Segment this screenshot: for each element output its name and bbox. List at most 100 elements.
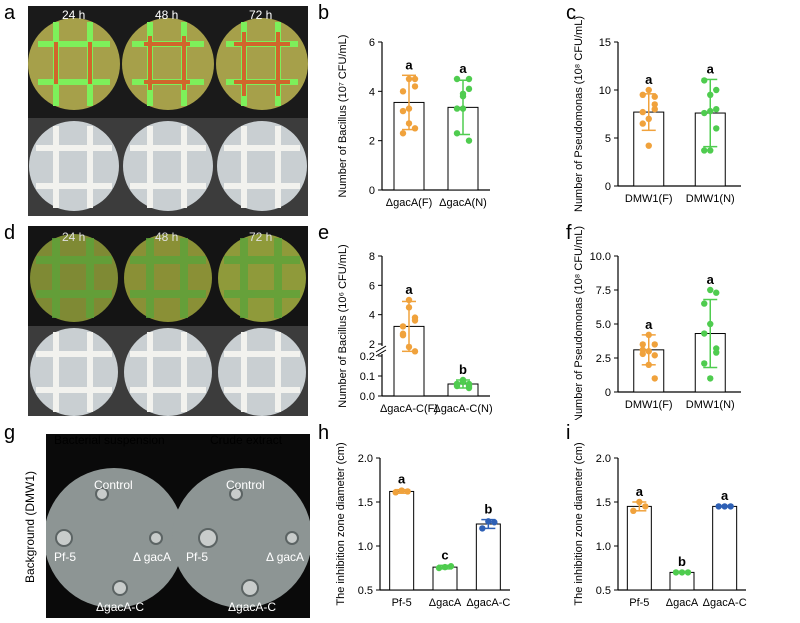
data-point bbox=[701, 77, 708, 84]
y-tick-label: 0.5 bbox=[358, 585, 373, 597]
data-point bbox=[701, 360, 708, 367]
y-tick-label: 0.1 bbox=[360, 371, 375, 383]
significance-label: b bbox=[459, 362, 467, 377]
panel-label-g: g bbox=[4, 422, 16, 444]
data-point bbox=[399, 323, 407, 330]
data-point bbox=[645, 86, 652, 94]
y-tick-label: 2.0 bbox=[358, 453, 373, 465]
y-tick-label: 10 bbox=[599, 85, 611, 97]
panel-label-a: a bbox=[4, 2, 16, 24]
x-tick-label: DMW1(F) bbox=[625, 193, 673, 205]
time-label-72h-d: 72 h bbox=[249, 230, 273, 244]
panel-label-c: c bbox=[566, 2, 576, 24]
y-tick-label: 6 bbox=[369, 280, 375, 292]
data-point bbox=[639, 120, 646, 127]
data-point bbox=[411, 317, 419, 324]
y-axis-label: The inhibition zone diameter (cm) bbox=[573, 442, 585, 605]
plate-photo-d bbox=[28, 226, 308, 416]
chart-f: 0 2.5 5.0 7.5 10.0 Number of Pseudomonas (10⁸… bbox=[573, 226, 741, 420]
significance-label: a bbox=[645, 72, 653, 87]
data-point bbox=[411, 75, 419, 83]
axis-break-mark bbox=[375, 345, 387, 353]
x-tick-label: ΔgacA(F) bbox=[386, 197, 432, 209]
data-point bbox=[465, 85, 473, 93]
bar bbox=[712, 505, 738, 591]
y-tick-label: 1.0 bbox=[596, 541, 611, 553]
data-point bbox=[645, 142, 652, 149]
data-point bbox=[651, 101, 658, 108]
y-tick-label: 8 bbox=[369, 251, 375, 263]
data-point bbox=[651, 106, 658, 113]
data-point bbox=[639, 341, 646, 348]
data-point bbox=[651, 375, 658, 382]
x-tick-label: ΔgacA-C(F) bbox=[380, 403, 438, 415]
x-tick-label: DMW1(F) bbox=[625, 399, 673, 411]
significance-label: c bbox=[441, 547, 448, 562]
chart-i: 0.5 1.0 1.5 2.0 The inhibition zone diameter… bbox=[573, 442, 747, 609]
significance-label: a bbox=[707, 61, 715, 76]
data-point bbox=[491, 519, 498, 526]
y-tick-label: 2.5 bbox=[596, 353, 611, 365]
y-axis-label: The inhibition zone diameter (cm) bbox=[335, 442, 347, 605]
data-point bbox=[713, 106, 720, 113]
chart-b: 0 2 4 6 Number of Bacillus (10⁷ CFU/mL) a Δgac… bbox=[337, 35, 490, 209]
data-point bbox=[399, 107, 407, 115]
chart-c: 0 5 10 15 Number of Pseudomonas (10⁸ CFU/mL)… bbox=[573, 16, 741, 212]
panel-label-d: d bbox=[4, 222, 16, 244]
data-point bbox=[701, 330, 708, 337]
panel-label-e: e bbox=[318, 222, 330, 244]
significance-label: a bbox=[405, 282, 413, 297]
data-point bbox=[453, 130, 461, 137]
significance-label: a bbox=[459, 61, 467, 76]
y-tick-label: 10.0 bbox=[590, 251, 611, 263]
g-control-left: Control bbox=[94, 478, 133, 492]
panel-label-f: f bbox=[566, 222, 572, 244]
y-tick-label: 7.5 bbox=[596, 285, 611, 297]
g-control-right: Control bbox=[226, 478, 265, 492]
chart-h: 0.5 1.0 1.5 2.0 The inhibition zone diameter… bbox=[335, 442, 510, 609]
panel-label-i: i bbox=[566, 422, 571, 444]
significance-label: a bbox=[707, 272, 715, 287]
data-point bbox=[651, 93, 658, 100]
fluorescent-plates-row-a bbox=[28, 18, 308, 110]
axis-break-mark bbox=[375, 349, 387, 357]
white-light-plates-row-d bbox=[30, 328, 306, 416]
data-point bbox=[701, 147, 708, 154]
data-point bbox=[411, 83, 419, 90]
time-label-24h-d: 24 h bbox=[62, 230, 86, 244]
plate-photo-g-drawing bbox=[46, 468, 310, 608]
bar bbox=[432, 566, 458, 591]
g-gacAC-right: ΔgacA-C bbox=[228, 600, 277, 614]
y-axis-label: Number of Pseudomonas (10⁸ CFU/mL) bbox=[573, 226, 585, 420]
panel-label-b: b bbox=[318, 2, 330, 24]
data-point bbox=[701, 300, 708, 307]
x-tick-label: ΔgacA-C bbox=[466, 597, 510, 609]
x-tick-label: ΔgacA bbox=[666, 597, 699, 609]
y-tick-label: 0 bbox=[605, 181, 611, 193]
y-tick-label: 4 bbox=[369, 310, 375, 322]
y-tick-label: 0.2 bbox=[360, 351, 375, 363]
data-point bbox=[701, 109, 708, 117]
data-point bbox=[465, 137, 473, 144]
y-tick-label: 1.5 bbox=[596, 497, 611, 509]
significance-label: a bbox=[721, 488, 729, 503]
plate-photo-a bbox=[28, 6, 308, 216]
data-point bbox=[642, 503, 649, 510]
significance-label: a bbox=[398, 472, 406, 487]
y-tick-label: 0.0 bbox=[360, 391, 375, 403]
data-point bbox=[639, 350, 646, 358]
x-tick-label: ΔgacA-C bbox=[703, 597, 747, 609]
x-tick-label: ΔgacA-C(N) bbox=[433, 403, 492, 415]
data-point bbox=[639, 91, 646, 99]
data-point bbox=[639, 108, 646, 116]
data-point bbox=[399, 88, 407, 95]
g-left-title: Bacterial suspension bbox=[54, 433, 165, 447]
panel-label-h: h bbox=[318, 422, 330, 444]
data-point bbox=[707, 147, 714, 154]
g-pf5-left: Pf-5 bbox=[54, 550, 77, 564]
y-tick-label: 5 bbox=[605, 133, 611, 145]
x-tick-label: DMW1(N) bbox=[686, 193, 735, 205]
g-right-title: Crude extract bbox=[210, 433, 283, 447]
data-point bbox=[399, 332, 407, 339]
g-y-label: Background (DMW1) bbox=[23, 470, 37, 584]
